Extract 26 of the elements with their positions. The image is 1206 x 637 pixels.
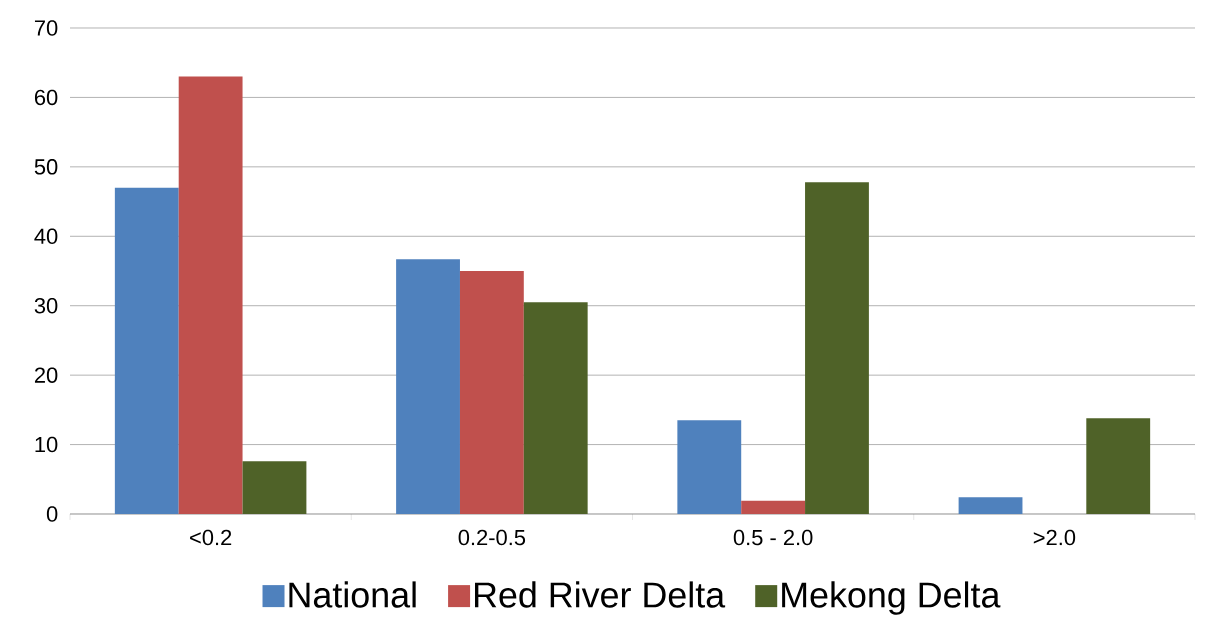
bar (1086, 418, 1151, 514)
y-tick-label: 60 (34, 89, 58, 106)
y-tick-label: 0 (46, 506, 58, 522)
y-tick-label: 30 (34, 297, 58, 314)
legend-label: Red River Delta (475, 581, 726, 608)
x-tick-label: 0.2-0.5 (458, 529, 526, 546)
y-tick-label: 50 (34, 159, 58, 175)
bar (523, 302, 588, 514)
x-tick-label: <0.2 (190, 529, 232, 546)
bar (677, 420, 742, 514)
x-tick-label: >2.0 (1033, 529, 1076, 546)
y-tick-label: 40 (34, 228, 58, 245)
bar (242, 461, 307, 514)
bar (114, 187, 179, 514)
y-tick-label: 70 (34, 20, 58, 36)
bar (178, 76, 243, 514)
bar (958, 497, 1023, 514)
bar (396, 259, 460, 514)
legend-label: National (289, 581, 416, 608)
y-tick-label: 10 (35, 436, 58, 453)
y-tick-label: 20 (34, 367, 58, 383)
legend-label: Mekong Delta (782, 581, 1001, 615)
bar (459, 271, 524, 514)
bar (805, 182, 869, 514)
x-tick-label: 0.5 - 2.0 (733, 529, 813, 546)
bar (741, 500, 806, 514)
